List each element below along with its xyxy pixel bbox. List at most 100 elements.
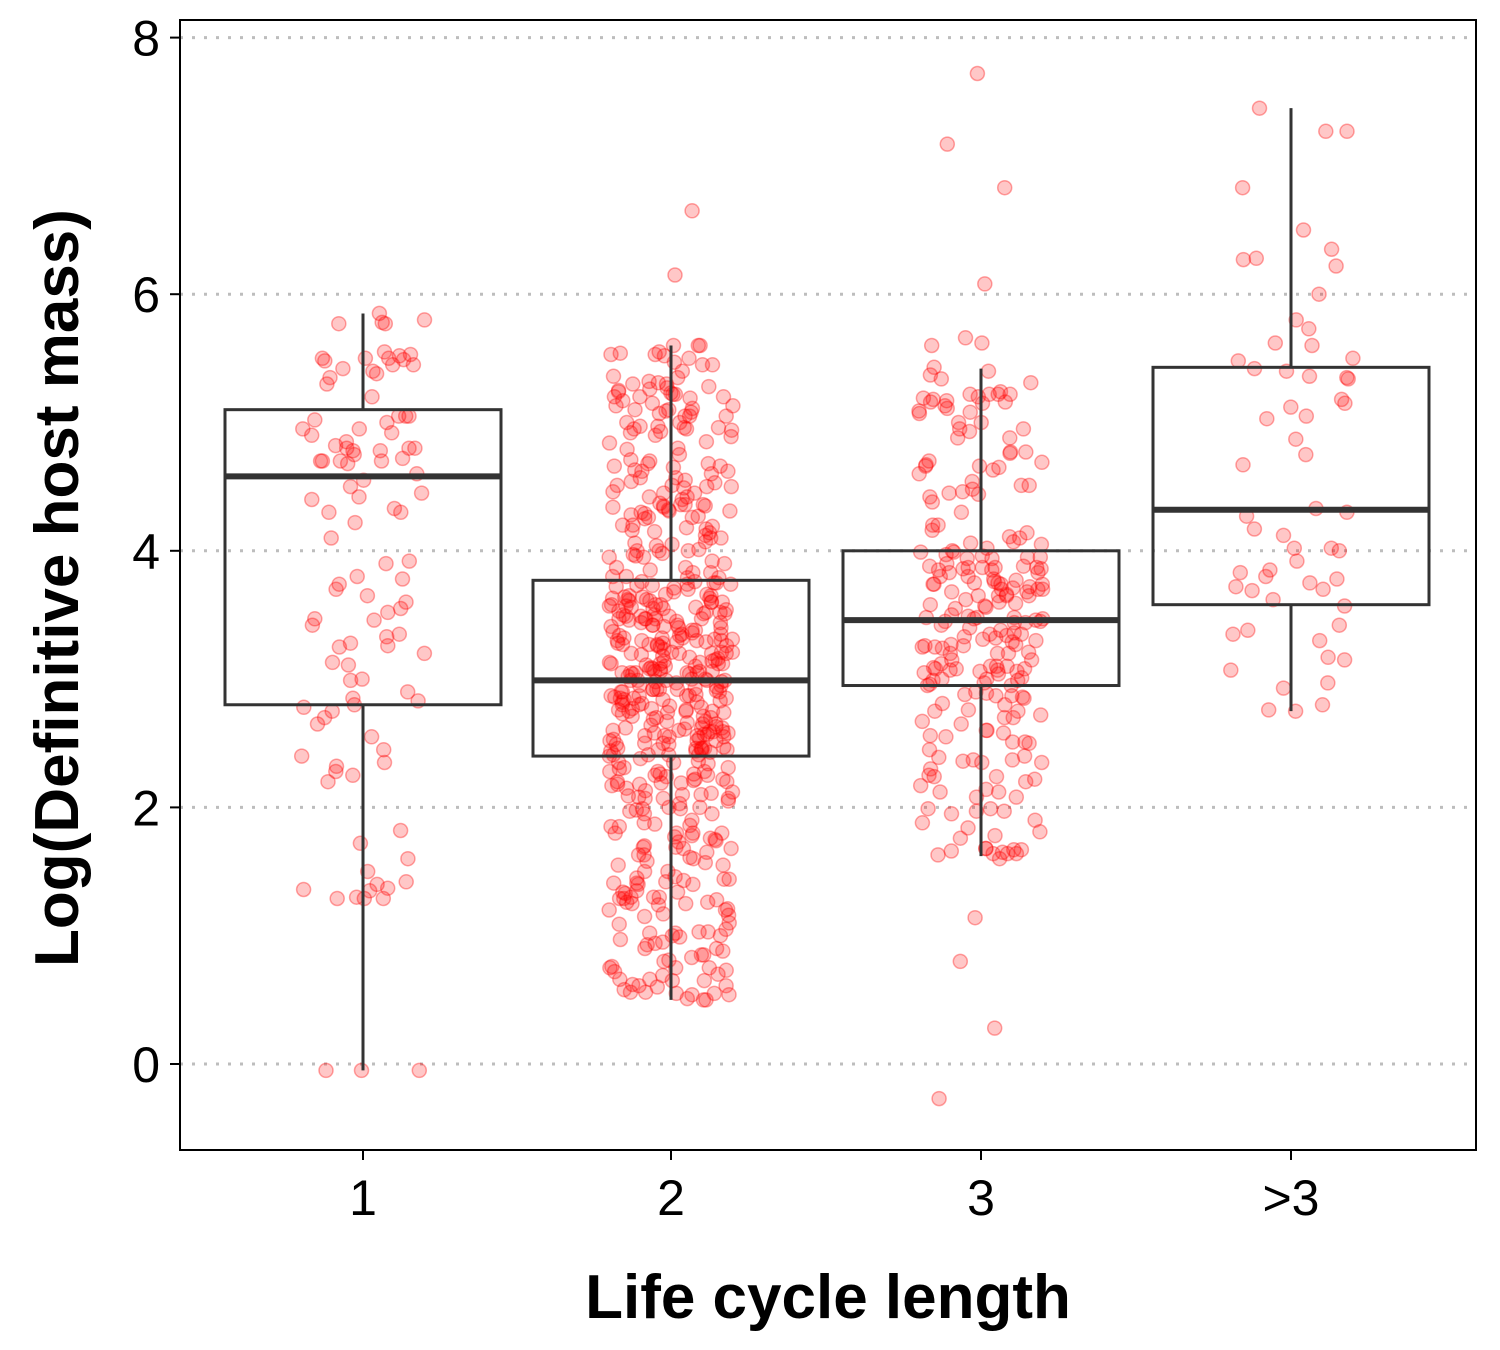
data-point (371, 305, 388, 322)
data-point (954, 484, 971, 500)
data-point (676, 419, 692, 436)
data-point (623, 599, 640, 616)
data-point (650, 763, 666, 780)
data-point (1311, 632, 1328, 649)
data-point (703, 587, 719, 604)
data-point (651, 889, 668, 905)
data-point (698, 433, 715, 450)
data-point (688, 599, 704, 616)
data-point (610, 857, 626, 873)
data-point (718, 962, 734, 979)
data-point (930, 562, 947, 578)
data-point (1005, 534, 1022, 550)
data-point (933, 371, 950, 387)
data-point (634, 463, 650, 480)
data-point (992, 622, 1009, 639)
data-point (691, 541, 707, 558)
data-point (683, 404, 699, 420)
data-point (707, 652, 723, 668)
data-point (307, 611, 323, 627)
data-point (309, 716, 326, 732)
data-point (675, 840, 692, 857)
data-point (1030, 581, 1046, 598)
data-point (640, 509, 657, 526)
data-point (1302, 575, 1318, 591)
data-point (1235, 457, 1251, 473)
data-point (933, 655, 949, 672)
data-point (655, 735, 671, 752)
data-point (706, 631, 723, 648)
data-point (967, 909, 983, 926)
data-point (992, 383, 1009, 400)
data-point (629, 870, 645, 886)
data-point (1329, 571, 1345, 587)
data-point (993, 581, 1010, 598)
data-point (1320, 675, 1336, 691)
data-point (987, 630, 1004, 646)
data-point (693, 611, 710, 627)
data-point (369, 876, 385, 893)
data-point (634, 632, 650, 649)
data-point (715, 723, 731, 740)
data-point (611, 603, 627, 619)
data-point (931, 749, 947, 766)
data-point (715, 389, 732, 405)
data-point (651, 543, 667, 559)
data-point (295, 421, 311, 437)
y-tick-label: 4 (132, 524, 160, 580)
data-point (721, 915, 737, 931)
data-point (363, 729, 380, 745)
box-4 (1151, 108, 1431, 712)
data-point (917, 637, 933, 654)
data-point (1288, 312, 1304, 328)
data-point (921, 767, 937, 784)
data-point (1234, 179, 1251, 196)
data-point (376, 344, 393, 360)
data-point (615, 884, 631, 900)
data-point (923, 337, 940, 354)
data-point (1023, 374, 1039, 391)
y-tick-label: 0 (132, 1037, 160, 1093)
data-point (684, 986, 700, 1003)
data-point (650, 374, 667, 391)
data-point (715, 857, 731, 873)
data-point (701, 723, 718, 740)
data-point (693, 740, 709, 757)
data-point (379, 880, 396, 896)
data-point (351, 421, 368, 437)
data-point (712, 693, 728, 709)
data-point (710, 966, 726, 982)
data-point (603, 618, 619, 635)
data-point (646, 725, 663, 741)
data-point (988, 688, 1004, 704)
data-point (693, 786, 709, 803)
data-point (695, 496, 712, 513)
data-point (642, 562, 658, 578)
data-point (644, 395, 661, 412)
data-point (631, 776, 648, 793)
data-point (1301, 368, 1318, 385)
data-point (925, 659, 942, 676)
data-point (684, 625, 700, 641)
data-point (624, 522, 640, 539)
data-point (1225, 626, 1241, 642)
data-point (1010, 703, 1026, 719)
data-point (609, 632, 625, 649)
data-point (706, 985, 723, 1002)
data-point (347, 514, 363, 531)
data-point (623, 889, 639, 905)
data-point (380, 350, 397, 367)
data-point (1020, 644, 1037, 660)
data-point (678, 421, 695, 437)
data-point (922, 596, 939, 613)
data-point (668, 613, 685, 630)
data-point (671, 446, 688, 463)
data-point (1033, 561, 1049, 577)
data-point (927, 639, 943, 655)
data-point (629, 577, 645, 594)
data-point (925, 672, 941, 689)
data-point (688, 632, 705, 649)
data-point (651, 344, 667, 360)
data-point (924, 494, 941, 510)
